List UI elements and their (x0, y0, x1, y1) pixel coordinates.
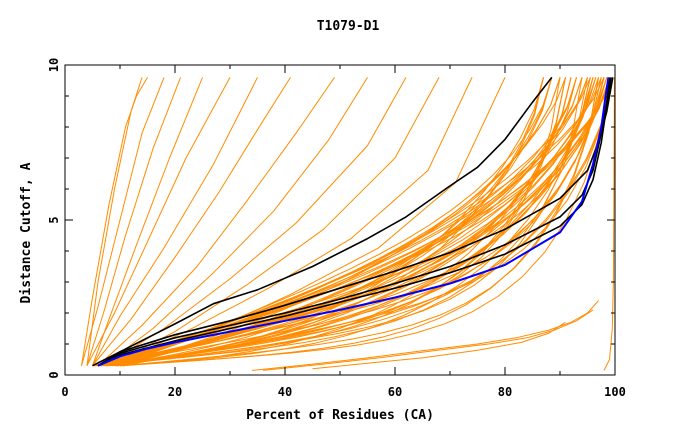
x-tick-label-100: 100 (604, 385, 626, 399)
model-line-2 (81, 77, 165, 366)
x-tick-label-0: 0 (61, 385, 68, 399)
model-line-49 (122, 77, 614, 367)
highlight-series-group (97, 77, 610, 367)
model-line-39 (95, 77, 588, 367)
reference-line-0 (92, 76, 553, 367)
model-line-8 (97, 77, 335, 367)
model-line-13 (114, 77, 506, 367)
x-tick-label-60: 60 (388, 385, 402, 399)
chart-title: T1079-D1 (317, 19, 380, 34)
model-line-70 (312, 321, 566, 370)
model-line-61 (122, 77, 599, 367)
model-line-60 (119, 77, 597, 367)
model-line-69 (262, 309, 594, 371)
model-line-3 (86, 77, 181, 366)
model-line-12 (108, 77, 473, 367)
model-line-67 (106, 77, 614, 367)
x-tick-label-80: 80 (498, 385, 512, 399)
model-line-53 (100, 77, 566, 367)
model-line-26 (92, 77, 602, 367)
highlight-line (97, 77, 610, 367)
x-tick-label-40: 40 (278, 385, 292, 399)
model-line-71 (603, 77, 615, 371)
model-line-44 (108, 77, 602, 367)
model-line-5 (86, 77, 231, 366)
model-line-58 (114, 77, 591, 367)
model-line-0 (81, 77, 148, 366)
model-series-group (81, 77, 615, 371)
reference-line-3 (97, 77, 614, 367)
model-line-6 (92, 77, 258, 366)
y-tick-label-0: 0 (47, 371, 61, 378)
reference-line-1 (97, 77, 611, 367)
y-tick-label-10: 10 (47, 58, 61, 72)
model-line-7 (92, 77, 291, 367)
model-line-68 (251, 300, 599, 371)
model-line-1 (86, 77, 143, 366)
model-line-9 (103, 77, 368, 367)
reference-series-group (92, 76, 614, 367)
y-axis-label: Distance Cutoff, A (19, 162, 34, 303)
y-tick-label-5: 5 (47, 216, 61, 223)
model-line-65 (100, 77, 610, 367)
axis-ticks: 0 20 40 60 80 100 0 5 10 (47, 58, 626, 399)
x-tick-label-20: 20 (168, 385, 182, 399)
x-axis-label: Percent of Residues (CA) (246, 408, 434, 423)
reference-line-2 (97, 77, 612, 367)
